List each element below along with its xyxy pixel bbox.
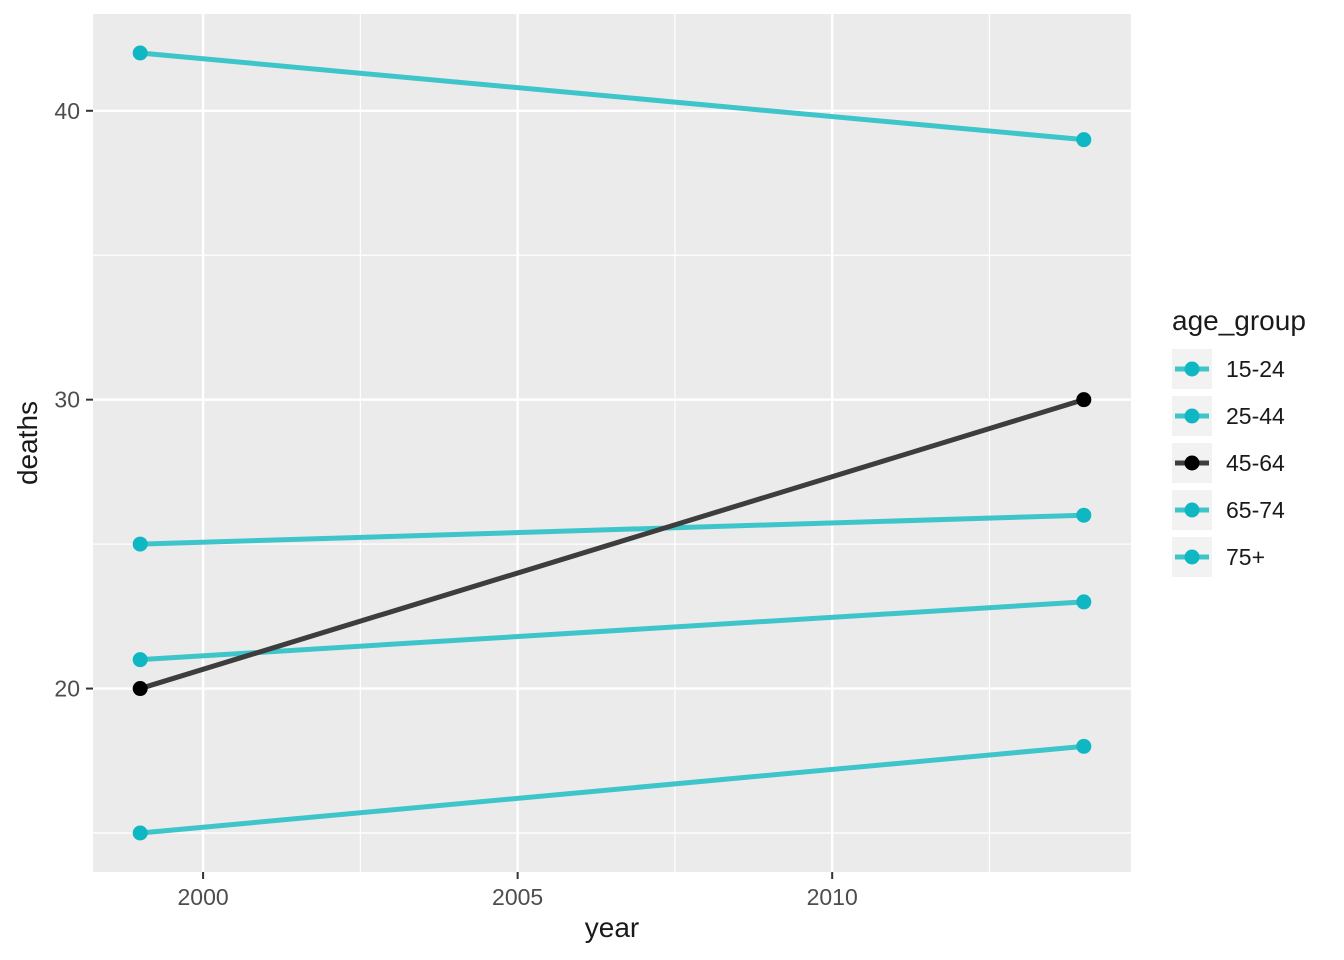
x-tick-label: 2005: [492, 884, 543, 910]
panel-background: [93, 14, 1131, 872]
data-point-75+: [1076, 132, 1092, 148]
x-tick-label: 2010: [807, 884, 858, 910]
data-point-45-64: [1076, 392, 1092, 408]
series-line-45-64: [139, 397, 1085, 691]
legend-key-swatch: [1172, 443, 1212, 483]
series-line-15-24: [139, 743, 1085, 836]
y-axis-title: deaths: [12, 400, 43, 486]
legend: age_group 15-24 25-44 45-64 65-74 75+: [1172, 305, 1306, 584]
data-point-45-64: [132, 681, 148, 697]
y-tick-label: 20: [54, 676, 80, 702]
data-point-25-44: [1076, 594, 1092, 610]
x-tick-label: 2000: [178, 884, 229, 910]
data-point-25-44: [132, 652, 148, 668]
legend-item-65-74: 65-74: [1172, 490, 1306, 530]
legend-item-75+: 75+: [1172, 537, 1306, 577]
y-tick-label: 40: [54, 98, 80, 124]
series-line-65-74: [140, 512, 1084, 547]
data-point-15-24: [132, 825, 148, 841]
legend-item-25-44: 25-44: [1172, 396, 1306, 436]
legend-label: 45-64: [1226, 449, 1285, 476]
data-point-65-74: [1076, 507, 1092, 523]
data-point-65-74: [132, 536, 148, 552]
data-point-15-24: [1076, 738, 1092, 754]
series-line-75+: [139, 50, 1085, 143]
legend-key-swatch: [1172, 537, 1212, 577]
legend-key-swatch: [1172, 490, 1212, 530]
legend-label: 25-44: [1226, 402, 1285, 429]
data-point-75+: [132, 45, 148, 61]
legend-label: 65-74: [1226, 496, 1285, 523]
legend-item-15-24: 15-24: [1172, 349, 1306, 389]
y-tick-label: 30: [54, 387, 80, 413]
legend-items: 15-24 25-44 45-64 65-74 75+: [1172, 349, 1306, 577]
legend-label: 75+: [1226, 543, 1266, 570]
legend-label: 15-24: [1226, 355, 1285, 382]
legend-key-swatch: [1172, 349, 1212, 389]
legend-item-45-64: 45-64: [1172, 443, 1306, 483]
legend-key-swatch: [1172, 396, 1212, 436]
legend-title: age_group: [1172, 305, 1306, 336]
x-axis-title: year: [584, 912, 640, 943]
series-line-25-44: [140, 599, 1084, 663]
